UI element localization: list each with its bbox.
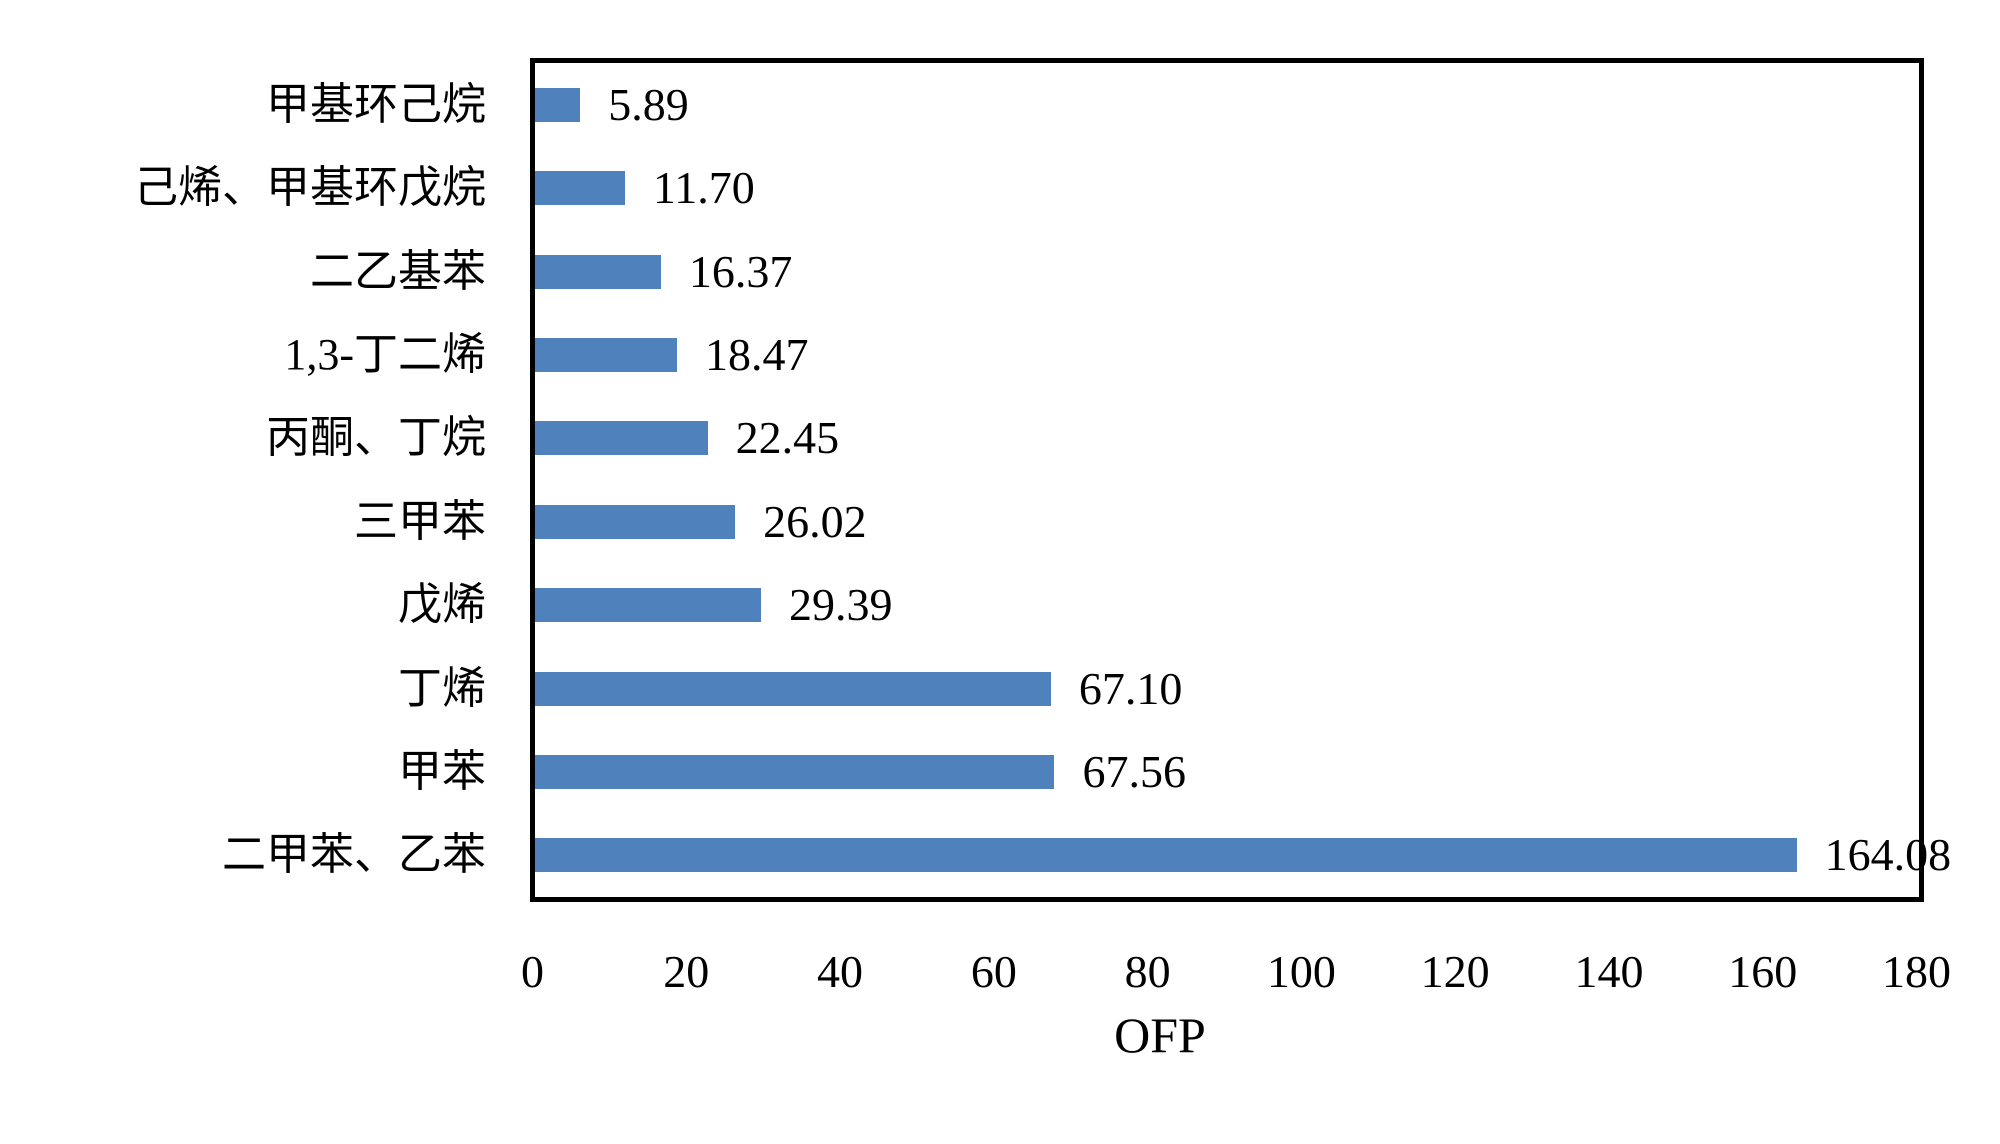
category-label: 丁烯: [398, 663, 486, 713]
value-label: 11.70: [652, 162, 755, 214]
category-axis-labels: 甲基环己烷己烯、甲基环戊烷二乙基苯 1,3-丁二烯丙酮、丁烷三甲苯戊烯丁烯甲苯二甲…: [0, 58, 486, 902]
bar: [535, 671, 1051, 706]
value-label: 67.10: [1078, 662, 1183, 714]
value-label: 29.39: [788, 579, 893, 631]
value-label: 22.45: [735, 412, 840, 464]
x-tick-label: 80: [1124, 946, 1171, 997]
bar: [535, 171, 625, 206]
value-label: 16.37: [688, 245, 793, 297]
bar: [535, 754, 1055, 789]
x-tick-label: 100: [1266, 946, 1336, 997]
x-tick-label: 140: [1574, 946, 1644, 997]
bar: [535, 421, 708, 456]
bar: [535, 87, 581, 122]
value-label: 26.02: [763, 495, 867, 547]
category-label: 戊烯: [398, 580, 486, 630]
value-label: 5.89: [608, 78, 689, 130]
x-tick-label: 120: [1420, 946, 1490, 997]
x-tick-label: 40: [817, 946, 864, 997]
x-tick-label: 60: [970, 946, 1017, 997]
category-label: 二甲苯、乙苯: [222, 830, 486, 880]
bar: [535, 337, 677, 372]
bar: [535, 254, 661, 289]
category-label: 二乙基苯: [310, 246, 486, 296]
category-label: 甲苯: [398, 746, 486, 796]
plot-area: 5.89 11.70 16.37 18.47 22.45 26.02 29.39 67.10 6…: [530, 58, 1951, 902]
x-axis-title: OFP: [1114, 1007, 1206, 1063]
category-label: 甲基环己烷: [266, 79, 486, 129]
x-axis-tick-labels: 0 20 40 60 80 100 120 140 160 180: [0, 946, 2000, 1006]
x-tick-label: 20: [663, 946, 710, 997]
category-label: 1,3-丁二烯: [284, 329, 486, 379]
category-label: 丙酮、丁烷: [266, 413, 486, 463]
x-tick-label: 0: [521, 946, 544, 997]
category-label: 三甲苯: [354, 496, 486, 546]
value-label: 18.47: [705, 328, 809, 380]
x-tick-label: 160: [1728, 946, 1798, 997]
x-tick-label: 180: [1882, 946, 1951, 997]
value-label: 67.56: [1082, 745, 1186, 797]
value-label: 164.08: [1824, 829, 1952, 881]
bar: [535, 588, 761, 623]
category-label: 己烯、甲基环戊烷: [134, 163, 486, 213]
bar: [535, 504, 736, 539]
bar: [535, 838, 1797, 873]
